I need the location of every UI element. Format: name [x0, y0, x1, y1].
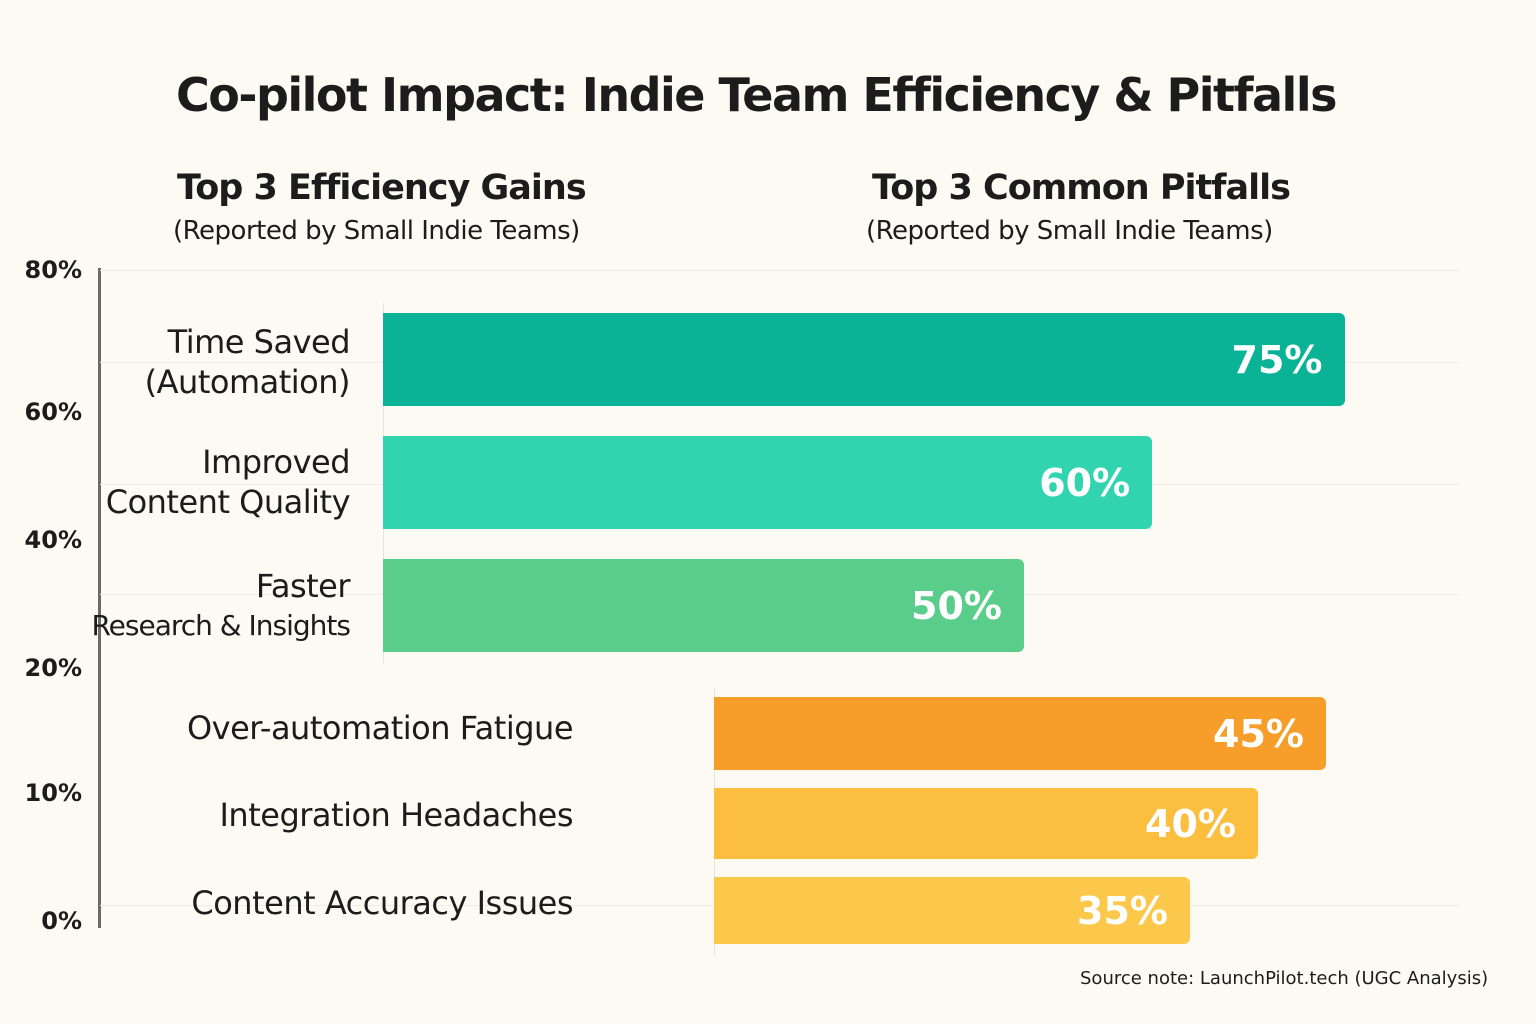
y-tick-label: 40%	[24, 526, 82, 554]
chart-title: Co-pilot Impact: Indie Team Efficiency &…	[176, 68, 1337, 122]
category-label-line: Time Saved	[167, 323, 351, 361]
category-label-line: Integration Headaches	[219, 796, 573, 834]
category-label: Integration Headaches	[219, 795, 573, 835]
category-label: Content Accuracy Issues	[191, 883, 573, 923]
bar-value-label: 40%	[1145, 801, 1236, 846]
bar: 75%	[383, 313, 1345, 406]
bar: 40%	[714, 788, 1258, 859]
category-label-line: Research & Insights	[91, 609, 351, 642]
category-label-line: Faster	[255, 567, 351, 605]
y-tick-label: 0%	[41, 907, 82, 935]
y-tick-label: 80%	[24, 256, 82, 284]
bar: 45%	[714, 697, 1326, 770]
category-label-line: Over-automation Fatigue	[186, 709, 574, 747]
category-label: Over-automation Fatigue	[186, 708, 574, 748]
bar-value-label: 50%	[911, 583, 1002, 628]
bar: 35%	[714, 877, 1190, 944]
category-label-line: Content Accuracy Issues	[191, 884, 573, 922]
pitfalls-subheading: (Reported by Small Indie Teams)	[866, 216, 1273, 246]
category-label-line: Content Quality	[105, 483, 351, 521]
category-label: Improved Content Quality	[105, 442, 351, 522]
category-label: Faster Research & Insights	[91, 566, 351, 646]
gains-subheading: (Reported by Small Indie Teams)	[173, 216, 580, 246]
category-label-line: (Automation)	[144, 363, 351, 401]
y-tick-label: 20%	[24, 654, 82, 682]
pitfalls-heading: Top 3 Common Pitfalls	[872, 168, 1291, 208]
category-label-line: Improved	[202, 443, 350, 481]
gains-heading: Top 3 Efficiency Gains	[177, 168, 587, 208]
bar-value-label: 45%	[1213, 711, 1304, 756]
y-tick-label: 10%	[24, 779, 82, 807]
source-note: Source note: LaunchPilot.tech (UGC Analy…	[1080, 968, 1489, 989]
bar-value-label: 35%	[1077, 888, 1168, 933]
gridline	[100, 270, 1460, 271]
bar-value-label: 60%	[1039, 460, 1131, 505]
y-axis-line	[98, 268, 101, 928]
category-label: Time Saved (Automation)	[144, 322, 351, 402]
bar: 60%	[383, 436, 1153, 529]
y-tick-label: 60%	[24, 398, 82, 426]
bar: 50%	[383, 559, 1024, 652]
bar-value-label: 75%	[1231, 337, 1323, 382]
